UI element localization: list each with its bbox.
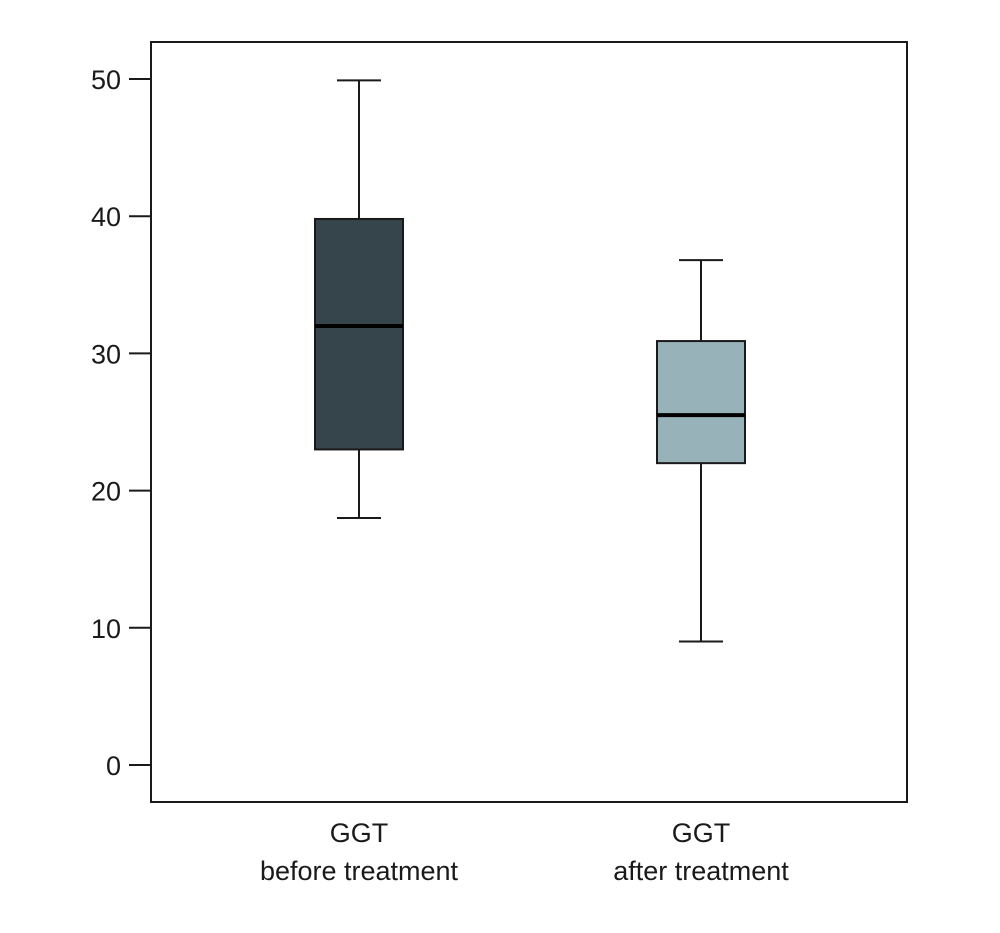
x-category-label-line2: after treatment	[613, 856, 789, 886]
iqr-box	[656, 340, 746, 465]
x-category-label-line1: GGT	[330, 818, 389, 848]
box-series-1	[314, 79, 404, 520]
plot-frame	[150, 41, 908, 803]
y-tick-label: 40	[91, 202, 121, 232]
y-tick-label: 20	[91, 477, 121, 507]
x-category-label-line1: GGT	[672, 818, 731, 848]
x-axis-labels: GGT before treatment GGT after treatment	[260, 818, 789, 886]
y-tick-label: 50	[91, 65, 121, 95]
iqr-box	[314, 217, 404, 451]
box-series-2	[656, 259, 746, 643]
y-axis: 0 10 20 30 40 50	[91, 65, 151, 781]
y-tick-label: 10	[91, 614, 121, 644]
boxes	[314, 79, 746, 643]
x-category-label-line2: before treatment	[260, 856, 459, 886]
y-tick-label: 0	[106, 751, 121, 781]
y-tick-label: 30	[91, 339, 121, 369]
